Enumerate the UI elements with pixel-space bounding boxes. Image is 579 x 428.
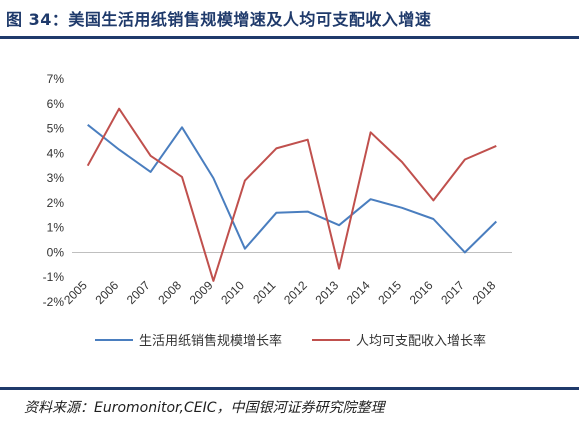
y-tick-label: 6% <box>47 97 65 111</box>
y-tick-label: 5% <box>47 122 65 136</box>
series-line-1 <box>87 124 498 254</box>
figure-header: 图 34：美国生活用纸销售规模增速及人均可支配收入增速 <box>0 0 579 36</box>
x-tick-label: 2017 <box>438 278 467 307</box>
x-tick-label: 2011 <box>250 278 278 306</box>
x-tick-label: 2015 <box>375 278 404 307</box>
x-tick-label: 2016 <box>407 278 436 307</box>
y-tick-label: 4% <box>47 146 65 160</box>
y-tick-label: 3% <box>47 171 65 185</box>
top-rule <box>0 36 579 39</box>
y-axis: -2% -1% 0% 1% 2% 3% 4% 5% 6% 7% <box>43 72 65 309</box>
x-tick-label: 2008 <box>155 278 184 307</box>
series-lines <box>86 107 498 282</box>
x-tick-label: 2007 <box>124 278 153 307</box>
x-tick-label: 2013 <box>312 278 341 307</box>
legend-label: 生活用纸销售规模增长率 <box>139 333 282 349</box>
x-tick-label: 2014 <box>344 278 373 307</box>
x-axis: 2005 2006 2007 2008 2009 2010 2011 2012 2013 2014… <box>61 251 512 307</box>
x-tick-label: 2018 <box>470 278 499 307</box>
y-tick-label: 2% <box>47 196 65 210</box>
y-tick-label: 1% <box>47 221 65 235</box>
x-tick-label: 2012 <box>281 278 310 307</box>
series-line-2 <box>86 107 497 282</box>
figure-title: 图 34：美国生活用纸销售规模增速及人均可支配收入增速 <box>6 10 432 29</box>
y-tick-label: 0% <box>47 245 65 259</box>
x-tick-label: 2006 <box>92 278 121 307</box>
y-tick-label: -1% <box>43 270 65 284</box>
legend: 生活用纸销售规模增长率 人均可支配收入增长率 <box>95 333 486 349</box>
x-tick-label: 2009 <box>187 278 216 307</box>
y-tick-label: 7% <box>47 72 65 86</box>
x-tick-label: 2005 <box>61 278 90 307</box>
legend-label: 人均可支配收入增长率 <box>356 333 486 349</box>
y-tick-label: -2% <box>43 295 65 309</box>
source-note: 资料来源：Euromonitor,CEIC，中国银河证券研究院整理 <box>24 400 385 416</box>
x-tick-label: 2010 <box>218 278 247 307</box>
bottom-rule <box>0 387 579 390</box>
